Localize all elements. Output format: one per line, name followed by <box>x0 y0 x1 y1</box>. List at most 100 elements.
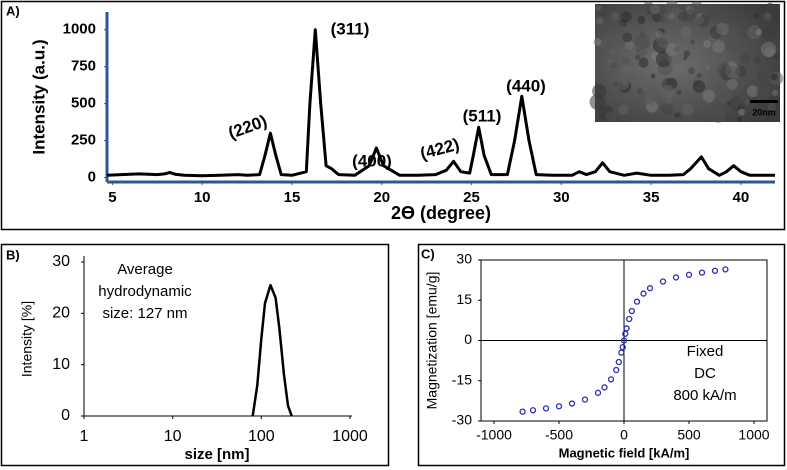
y-tick-label: 0 <box>464 331 472 347</box>
tem-grain <box>634 33 650 50</box>
tem-grain <box>690 39 695 45</box>
x-tick-label: 15 <box>284 189 301 206</box>
data-point <box>626 315 633 323</box>
y-tick-label: 0 <box>88 169 96 186</box>
y-tick-label: 20 <box>52 305 70 322</box>
y-tick-label: -30 <box>452 412 472 428</box>
data-point <box>594 389 602 396</box>
peak-label: (440) <box>506 76 546 95</box>
x-tick-label: 20 <box>373 189 390 206</box>
tem-grain <box>592 83 607 99</box>
tem-grain <box>683 9 695 21</box>
tem-grain <box>620 11 632 23</box>
tem-grain <box>643 91 657 105</box>
tem-grain <box>775 5 780 10</box>
tem-grain <box>747 25 762 40</box>
y-axis-label: Intensity [%] <box>19 301 35 377</box>
tem-grain <box>739 53 750 64</box>
data-point <box>555 403 563 410</box>
data-point <box>623 325 630 332</box>
x-tick-label: 1000 <box>738 427 769 443</box>
y-tick-label: 500 <box>71 95 96 112</box>
tem-grain <box>738 108 745 116</box>
tem-grain <box>703 40 712 49</box>
annotation: Fixed <box>687 343 724 360</box>
tem-grain <box>609 61 617 69</box>
tem-grain <box>666 99 672 105</box>
x-tick-label: 500 <box>677 427 701 443</box>
y-tick-label: 0 <box>61 407 70 424</box>
data-line <box>106 28 775 178</box>
panel-frame <box>417 243 786 467</box>
tem-grain <box>744 99 751 106</box>
data-point <box>640 290 647 297</box>
tem-grain <box>651 13 661 23</box>
data-point <box>529 407 537 414</box>
tem-grain <box>750 53 756 59</box>
tem-grain <box>692 80 706 93</box>
tem-grain <box>620 64 631 75</box>
tem-grain <box>634 54 641 60</box>
x-tick-label: -1000 <box>476 427 512 443</box>
data-line <box>251 283 293 417</box>
tem-grain <box>767 102 777 112</box>
x-tick-label: -500 <box>545 427 573 443</box>
data-point <box>615 358 622 366</box>
tem-grain <box>746 85 759 98</box>
tem-grain <box>674 111 681 119</box>
peak-label: (311) <box>331 19 370 38</box>
y-tick-label: 1000 <box>63 21 96 38</box>
tem-grain <box>637 15 646 24</box>
y-tick-label: 10 <box>52 356 70 373</box>
panel-label: B) <box>6 247 20 262</box>
tem-grain <box>681 103 694 116</box>
tem-grain <box>661 84 675 99</box>
tem-grain <box>618 104 629 115</box>
data-point <box>628 307 635 315</box>
tem-grain <box>637 46 648 57</box>
peak-label: (400) <box>352 151 392 170</box>
data-point <box>581 396 589 403</box>
x-tick-label: 40 <box>733 189 750 206</box>
x-tick-label: 30 <box>553 189 570 206</box>
panel-label: C) <box>421 246 435 261</box>
tem-grain <box>688 67 695 75</box>
x-tick-label: 1000 <box>332 428 368 445</box>
data-point <box>613 366 620 374</box>
tem-grain <box>593 38 602 46</box>
data-point <box>633 298 641 305</box>
tem-grain <box>673 46 680 53</box>
tem-grain <box>726 100 732 106</box>
tem-grain <box>755 29 762 36</box>
panel-frame <box>0 0 786 231</box>
data-point <box>542 405 550 412</box>
tem-grain <box>706 11 716 22</box>
tem-grain <box>601 32 612 43</box>
tem-grain <box>663 13 670 19</box>
tem-inset: 20nm <box>589 0 784 123</box>
tem-grain <box>770 73 778 81</box>
data-point <box>685 271 693 278</box>
annotation: 800 kA/m <box>673 387 736 404</box>
data-point <box>646 285 654 292</box>
data-point <box>698 269 706 276</box>
peak-label: (220) <box>226 111 270 142</box>
tem-grain <box>763 12 772 21</box>
x-tick-label: 25 <box>463 189 480 206</box>
tem-grain <box>665 0 679 14</box>
tem-grain <box>656 32 672 48</box>
y-tick-label: -15 <box>452 371 472 387</box>
y-axis-label: Intensity (a.u.) <box>29 39 48 154</box>
annotation: hydrodynamic <box>98 283 192 300</box>
tem-grain <box>736 116 743 122</box>
x-tick-label: 10 <box>194 189 211 206</box>
x-tick-label: 0 <box>620 427 628 443</box>
x-axis-label: size [nm] <box>184 446 249 463</box>
tem-grain <box>726 78 738 90</box>
tem-grain <box>611 12 619 20</box>
tem-grain <box>660 103 674 116</box>
tem-grain <box>621 57 630 65</box>
tem-grain <box>665 42 679 57</box>
tem-grain <box>609 49 616 55</box>
data-point <box>618 349 625 356</box>
